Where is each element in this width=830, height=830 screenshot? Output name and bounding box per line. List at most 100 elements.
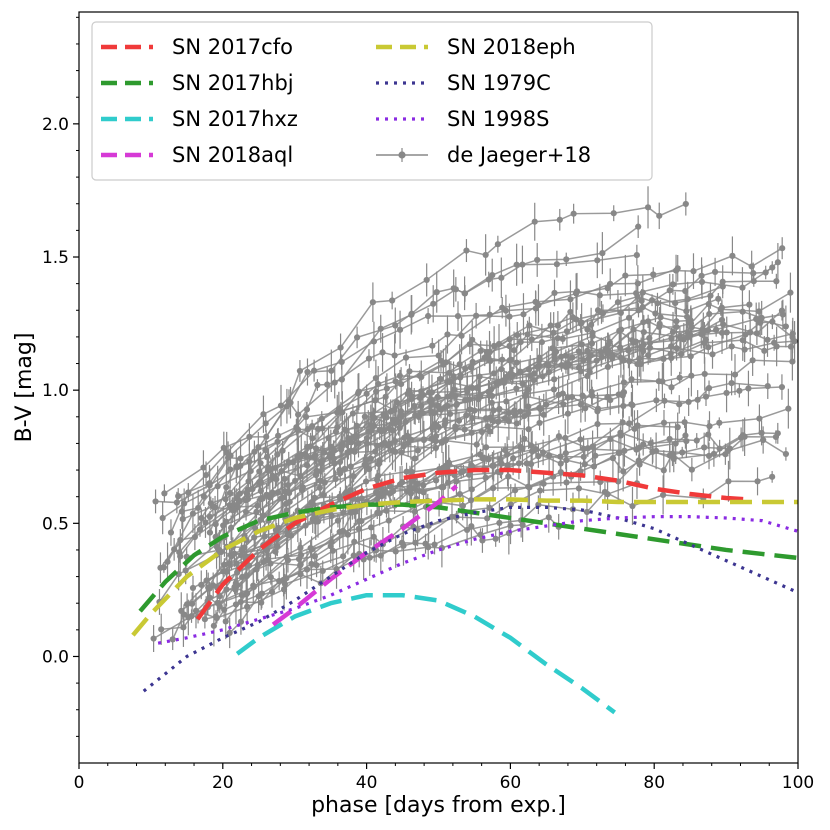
de-jaeger-point — [760, 436, 767, 444]
de-jaeger-point — [565, 361, 572, 368]
de-jaeger-point — [761, 347, 768, 354]
de-jaeger-point — [726, 445, 733, 452]
de-jaeger-point — [482, 444, 490, 451]
de-jaeger-point — [396, 372, 403, 379]
de-jaeger-point — [241, 544, 248, 551]
de-jaeger-point — [333, 565, 340, 573]
de-jaeger-curve — [210, 507, 526, 647]
de-jaeger-point — [563, 479, 570, 486]
de-jaeger-point — [227, 524, 235, 531]
de-jaeger-point — [446, 369, 453, 376]
de-jaeger-curve — [157, 311, 796, 584]
x-axis-label: phase [days from exp.] — [311, 793, 566, 818]
de-jaeger-point — [748, 263, 755, 270]
de-jaeger-point — [238, 591, 245, 599]
de-jaeger-point — [389, 416, 397, 423]
de-jaeger-point — [401, 434, 408, 441]
de-jaeger-point — [387, 408, 394, 415]
de-jaeger-point — [260, 411, 267, 418]
de-jaeger-point — [477, 347, 484, 355]
de-jaeger-point — [473, 441, 480, 448]
de-jaeger-point — [601, 488, 609, 496]
de-jaeger-point — [785, 405, 792, 412]
de-jaeger-point — [477, 393, 484, 400]
de-jaeger-point — [607, 280, 614, 287]
legend-item-sn-2018aql: SN 2018aql — [101, 143, 293, 167]
de-jaeger-point — [188, 613, 195, 620]
de-jaeger-point — [494, 241, 501, 248]
de-jaeger-point — [425, 312, 432, 320]
de-jaeger-point — [644, 204, 652, 211]
de-jaeger-point — [577, 436, 584, 443]
de-jaeger-point — [320, 491, 327, 499]
de-jaeger-point — [673, 345, 680, 352]
de-jaeger-point — [513, 359, 520, 366]
legend-item-sn-2017cfo: SN 2017cfo — [101, 35, 293, 59]
de-jaeger-point — [722, 451, 729, 458]
de-jaeger-point — [451, 386, 458, 393]
de-jaeger-point — [371, 414, 378, 422]
de-jaeger-point — [741, 346, 748, 353]
de-jaeger-point — [739, 284, 746, 291]
de-jaeger-point — [557, 469, 564, 476]
de-jaeger-point — [459, 502, 466, 509]
de-jaeger-point — [616, 327, 623, 334]
de-jaeger-point — [523, 390, 530, 397]
de-jaeger-point — [354, 496, 362, 503]
de-jaeger-point — [226, 629, 233, 637]
de-jaeger-point — [619, 392, 626, 399]
de-jaeger-point — [334, 517, 342, 524]
x-tick-label: 60 — [500, 773, 522, 793]
de-jaeger-point — [452, 423, 459, 430]
de-jaeger-point — [412, 539, 419, 546]
de-jaeger-point — [370, 338, 378, 345]
de-jaeger-point — [230, 506, 238, 513]
de-jaeger-point — [484, 515, 491, 522]
de-jaeger-point — [617, 354, 624, 361]
de-jaeger-point — [437, 375, 444, 383]
de-jaeger-point — [467, 497, 475, 504]
de-jaeger-point — [340, 553, 347, 560]
de-jaeger-point — [495, 340, 503, 348]
de-jaeger-curve — [234, 427, 733, 584]
de-jaeger-point — [782, 323, 789, 330]
de-jaeger-point — [596, 292, 603, 299]
de-jaeger-point — [528, 442, 535, 449]
de-jaeger-point — [625, 314, 633, 321]
de-jaeger-point — [559, 335, 566, 343]
de-jaeger-point — [221, 606, 228, 613]
de-jaeger-point — [563, 328, 571, 335]
de-jaeger-point — [308, 560, 315, 568]
de-jaeger-point — [202, 519, 209, 526]
de-jaeger-point — [223, 484, 230, 491]
de-jaeger-point — [236, 490, 243, 497]
de-jaeger-point — [431, 541, 438, 548]
de-jaeger-point — [189, 584, 197, 592]
de-jaeger-point — [648, 297, 656, 304]
de-jaeger-point — [525, 403, 532, 410]
y-tick-label: 0.5 — [42, 514, 69, 534]
de-jaeger-point — [716, 419, 723, 426]
de-jaeger-point — [551, 376, 558, 383]
de-jaeger-point — [423, 276, 430, 284]
de-jaeger-point — [354, 390, 362, 397]
de-jaeger-point — [457, 372, 464, 379]
de-jaeger-point — [498, 274, 505, 281]
de-jaeger-point — [505, 473, 512, 480]
de-jaeger-point — [246, 458, 253, 465]
de-jaeger-point — [563, 256, 570, 263]
de-jaeger-point — [682, 287, 689, 295]
de-jaeger-point — [383, 507, 390, 514]
de-jaeger-point — [275, 432, 282, 439]
de-jaeger-point — [477, 531, 484, 538]
de-jaeger-point — [682, 200, 689, 208]
de-jaeger-point — [418, 373, 425, 381]
de-jaeger-point — [311, 553, 318, 560]
de-jaeger-point — [556, 216, 563, 223]
de-jaeger-point — [749, 357, 756, 364]
de-jaeger-point — [682, 432, 689, 439]
de-jaeger-point — [575, 348, 582, 355]
de-jaeger-point — [715, 295, 722, 302]
de-jaeger-point — [666, 452, 673, 459]
